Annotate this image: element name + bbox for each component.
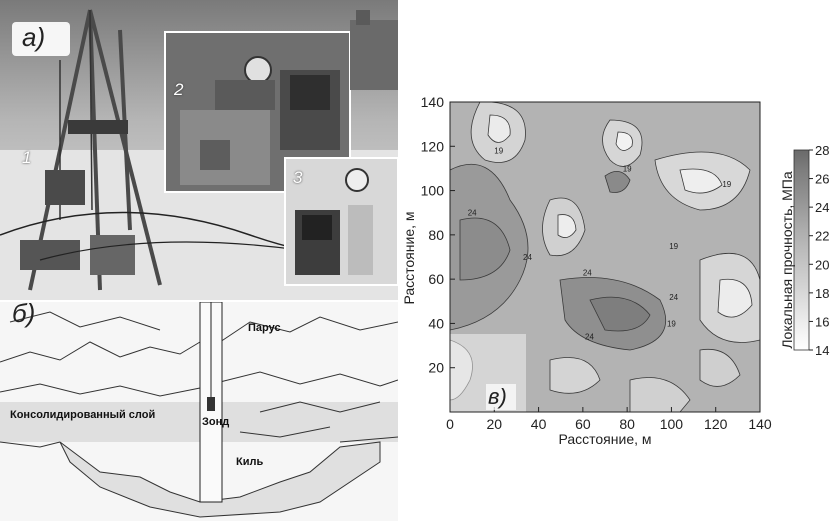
y-axis-label: Расстояние, м [401, 211, 417, 304]
contour-label: 19 [667, 319, 676, 328]
y-tick-label: 80 [428, 227, 444, 243]
ridge-sketch-panel: б) Парус Консолидированный слой Зонд Кил… [0, 301, 398, 521]
x-tick-label: 80 [619, 416, 635, 432]
y-tick-label: 60 [428, 271, 444, 287]
y-tick-label: 120 [421, 138, 445, 154]
y-tick-label: 140 [421, 94, 445, 110]
keel-label: Киль [236, 456, 264, 468]
y-tick-label: 40 [428, 315, 444, 331]
x-tick-label: 60 [575, 416, 591, 432]
contour-labels: 19 19 19 24 24 24 19 24 19 24 [468, 147, 732, 342]
colorbar-tick-label: 20 [815, 257, 829, 272]
x-tick-label: 120 [704, 416, 728, 432]
panel-letter-c: в) [488, 384, 507, 409]
colorbar-tick-label: 18 [815, 286, 829, 301]
colorbar-tick-label: 28 [815, 143, 829, 158]
photo-number-2: 2 [174, 80, 184, 99]
contour-label: 19 [669, 242, 678, 251]
panel-letter-background [12, 22, 70, 56]
x-axis-label: Расстояние, м [558, 431, 651, 447]
colorbar-tick-label: 26 [815, 172, 829, 187]
colorbar-tick-label: 14 [815, 343, 829, 358]
photo-number-1: 1 [22, 148, 32, 167]
field-photo [0, 0, 398, 300]
y-tick-label: 100 [421, 183, 445, 199]
panel-letter-a: а) [22, 22, 46, 52]
photo-panel: а) 1 2 3 [0, 0, 398, 300]
colorbar-tick-label: 22 [815, 229, 829, 244]
colorbar-label: Локальная прочность, МПа [779, 171, 795, 349]
contour-label: 24 [585, 333, 594, 342]
contour-label: 19 [623, 164, 632, 173]
panel-letter-b: б) [12, 301, 36, 328]
colorbar [793, 149, 810, 351]
x-tick-label: 20 [486, 416, 502, 432]
consolidated-layer-label: Консолидированный слой [10, 409, 156, 421]
probe-label: Зонд [202, 416, 230, 428]
colorbar-tick-label: 16 [815, 314, 829, 329]
ridge-sketch [0, 302, 398, 521]
sail-label: Парус [248, 322, 281, 334]
colorbar-tick-label: 24 [815, 200, 829, 215]
x-tick-label: 140 [748, 416, 772, 432]
strength-contour-map: 19 19 19 24 24 24 19 24 19 24 0 20 40 60 80 100 120 140 2… [400, 80, 830, 450]
contour-label: 19 [722, 180, 731, 189]
photo-number-3: 3 [293, 168, 303, 187]
contour-label: 24 [468, 209, 477, 218]
x-tick-label: 100 [660, 416, 684, 432]
contour-chart: 19 19 19 24 24 24 19 24 19 24 0 20 40 60 80 100 120 140 2… [401, 94, 829, 447]
x-tick-label: 40 [531, 416, 547, 432]
x-tick-label: 0 [446, 416, 454, 432]
contour-label: 24 [669, 293, 678, 302]
contour-label: 19 [494, 147, 503, 156]
contour-field [450, 102, 760, 412]
contour-label: 24 [583, 269, 592, 278]
y-tick-label: 20 [428, 360, 444, 376]
axes: 0 20 40 60 80 100 120 140 20 40 60 80 100 120 140 [421, 94, 772, 432]
contour-label: 24 [523, 253, 532, 262]
colorbar-ticks: 14 16 18 20 22 24 26 28 [809, 143, 829, 358]
